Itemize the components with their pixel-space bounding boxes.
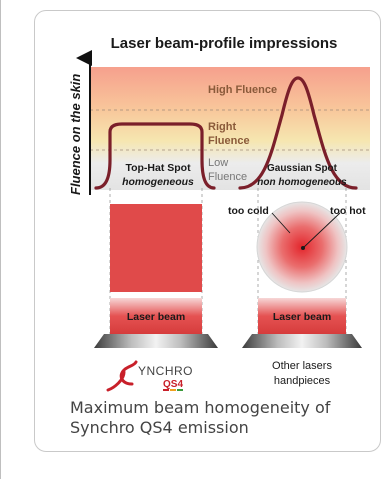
caption-line-1: Maximum beam homogeneity of bbox=[70, 398, 331, 417]
too-cold-pointer bbox=[271, 212, 291, 234]
synchro-qs4-logo: YNCHRO QS4 bbox=[106, 360, 193, 392]
high-fluence-label: High Fluence bbox=[208, 84, 277, 96]
hot-center-dot bbox=[301, 246, 305, 250]
logo-qs4: QS4 bbox=[163, 379, 183, 390]
figure-caption: Maximum beam homogeneity of Synchro QS4 … bbox=[70, 398, 370, 438]
other-lasers-line2: handpieces bbox=[274, 375, 331, 387]
low-fluence-label-1: Low bbox=[208, 157, 228, 169]
too-cold-label: too cold bbox=[228, 205, 269, 217]
left-handpiece-base bbox=[94, 334, 218, 348]
right-fluence-label-1: Right bbox=[208, 121, 236, 133]
right-fluence-label-2: Fluence bbox=[208, 135, 250, 147]
top-hat-name: Top-Hat Spot bbox=[125, 162, 191, 174]
low-fluence-label-2: Fluence bbox=[208, 171, 247, 183]
top-hat-desc: homogeneous bbox=[122, 176, 194, 188]
right-laser-beam bbox=[258, 298, 346, 334]
gaussian-name: Gaussian Spot bbox=[267, 163, 338, 174]
logo-wordmark: YNCHRO bbox=[138, 364, 193, 378]
left-beam-label: Laser beam bbox=[127, 311, 185, 323]
fluence-zones-background bbox=[90, 67, 370, 190]
caption-line-2: Synchro QS4 emission bbox=[70, 418, 249, 437]
top-hat-spot bbox=[110, 204, 202, 292]
right-beam-label: Laser beam bbox=[273, 311, 331, 323]
diagram-title: Laser beam-profile impressions bbox=[111, 35, 338, 52]
gaussian-curve bbox=[238, 76, 358, 190]
top-hat-curve bbox=[94, 122, 216, 190]
y-axis-label: Fluence on the skin bbox=[68, 74, 83, 195]
too-hot-pointer bbox=[302, 212, 341, 249]
left-divider bbox=[0, 0, 1, 479]
right-handpiece-base bbox=[242, 334, 362, 348]
left-laser-beam bbox=[110, 298, 202, 334]
too-hot-label: too hot bbox=[330, 205, 366, 217]
gaussian-desc: non homogeneous bbox=[257, 177, 347, 188]
other-lasers-line1: Other lasers bbox=[272, 360, 332, 372]
